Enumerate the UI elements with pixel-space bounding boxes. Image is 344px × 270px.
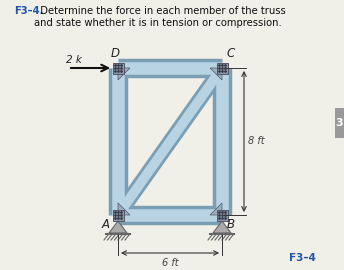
Text: Determine the force in each member of the truss
and state whether it is in tensi: Determine the force in each member of th… bbox=[34, 6, 286, 28]
Polygon shape bbox=[216, 62, 227, 73]
Text: 6 ft: 6 ft bbox=[162, 258, 178, 268]
Polygon shape bbox=[210, 203, 222, 215]
Polygon shape bbox=[112, 62, 123, 73]
Text: A: A bbox=[102, 218, 110, 231]
Text: B: B bbox=[227, 218, 235, 231]
Text: 3: 3 bbox=[336, 118, 343, 128]
Text: F3–4: F3–4 bbox=[289, 253, 316, 263]
Polygon shape bbox=[118, 203, 130, 215]
Text: D: D bbox=[110, 47, 119, 60]
Polygon shape bbox=[112, 210, 123, 221]
Text: F3–4.: F3–4. bbox=[14, 6, 43, 16]
Polygon shape bbox=[118, 68, 130, 80]
Text: C: C bbox=[227, 47, 235, 60]
FancyBboxPatch shape bbox=[335, 108, 344, 138]
Polygon shape bbox=[210, 68, 222, 80]
Text: 2 k: 2 k bbox=[66, 55, 82, 65]
Polygon shape bbox=[216, 210, 227, 221]
Polygon shape bbox=[109, 221, 127, 233]
Text: 8 ft: 8 ft bbox=[248, 137, 265, 147]
Polygon shape bbox=[213, 221, 231, 233]
